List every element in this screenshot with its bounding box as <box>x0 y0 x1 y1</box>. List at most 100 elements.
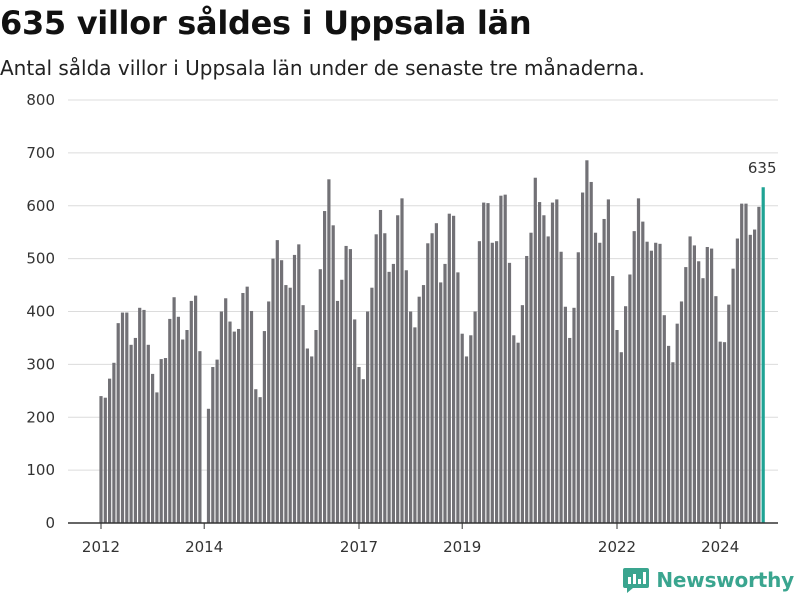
bar <box>490 242 494 523</box>
bar <box>559 251 563 523</box>
bar <box>280 260 284 523</box>
bar <box>413 327 417 523</box>
bar <box>675 323 679 523</box>
bar <box>366 311 370 523</box>
bar <box>611 276 615 523</box>
bar <box>722 342 727 523</box>
bar <box>267 301 271 523</box>
bar <box>512 335 516 523</box>
bar <box>224 298 228 523</box>
bar <box>163 358 168 523</box>
bar <box>667 345 671 523</box>
y-tick-label: 300 <box>26 355 55 373</box>
bar <box>688 236 692 524</box>
bar <box>710 248 714 524</box>
bar <box>533 177 537 523</box>
bar <box>116 323 120 523</box>
bar <box>125 312 129 523</box>
bar <box>443 263 447 523</box>
bar <box>254 389 258 523</box>
bar <box>305 348 309 523</box>
bar <box>211 367 215 523</box>
bar <box>103 397 107 523</box>
bar <box>108 378 112 523</box>
bar <box>727 304 731 523</box>
axis-labels: 0 100 200 300 400 500 600 700 800 635 2012 2014 2017… <box>26 91 778 556</box>
bar <box>421 285 426 523</box>
bar <box>593 232 598 523</box>
bar <box>288 287 292 523</box>
bar <box>370 287 374 523</box>
bar <box>568 337 572 523</box>
bar <box>284 285 288 523</box>
bar <box>576 252 580 523</box>
bar <box>219 311 223 523</box>
chart-subtitle: Antal sålda villor i Uppsala län under d… <box>0 56 645 80</box>
bar <box>138 307 142 523</box>
bar <box>473 311 477 523</box>
bar <box>335 300 340 523</box>
bar <box>714 296 718 523</box>
bar <box>589 181 593 524</box>
bar <box>292 254 297 523</box>
bar <box>301 305 305 523</box>
bar <box>705 246 709 523</box>
bar <box>538 202 542 523</box>
bar <box>426 243 430 523</box>
bar <box>684 267 688 523</box>
bar <box>99 396 103 523</box>
bar <box>619 352 623 523</box>
bar <box>495 241 499 523</box>
bar <box>499 195 503 524</box>
bar <box>258 397 262 523</box>
bar <box>529 232 533 523</box>
bar <box>550 202 555 523</box>
bar <box>176 316 180 523</box>
bar <box>477 241 481 523</box>
bar <box>555 199 559 523</box>
bar <box>735 238 739 523</box>
bar <box>245 286 249 523</box>
bar <box>271 258 275 523</box>
bar <box>323 211 327 523</box>
bar <box>249 310 254 523</box>
bar <box>112 362 116 523</box>
bar <box>297 244 301 523</box>
y-tick-label: 400 <box>26 303 55 321</box>
bar <box>641 221 645 524</box>
y-tick-label: 0 <box>45 514 55 532</box>
bar <box>628 274 632 523</box>
y-tick-label: 700 <box>26 144 55 162</box>
x-tick-label: 2022 <box>598 538 636 556</box>
bar <box>697 261 701 523</box>
bar <box>452 215 456 523</box>
bar <box>671 362 675 523</box>
x-tick-label: 2024 <box>701 538 739 556</box>
bar <box>262 331 266 523</box>
bar <box>275 240 279 523</box>
bar <box>460 333 464 523</box>
bar <box>636 198 641 523</box>
bar <box>658 243 662 523</box>
bar <box>456 272 460 523</box>
bar <box>585 160 589 523</box>
bar <box>400 198 404 523</box>
bar <box>507 262 512 523</box>
bar <box>331 225 335 523</box>
bar <box>181 339 185 523</box>
bar <box>198 351 202 523</box>
y-tick-label: 600 <box>26 197 55 215</box>
x-tick-label: 2019 <box>443 538 481 556</box>
bar <box>692 245 696 523</box>
bar <box>753 229 757 523</box>
bar <box>361 379 365 523</box>
bar <box>168 318 172 523</box>
bar <box>237 328 241 523</box>
bar <box>563 306 567 523</box>
bar <box>718 341 722 523</box>
bars <box>99 160 765 524</box>
bar <box>353 319 357 523</box>
bar <box>606 199 610 523</box>
bar <box>439 282 443 523</box>
